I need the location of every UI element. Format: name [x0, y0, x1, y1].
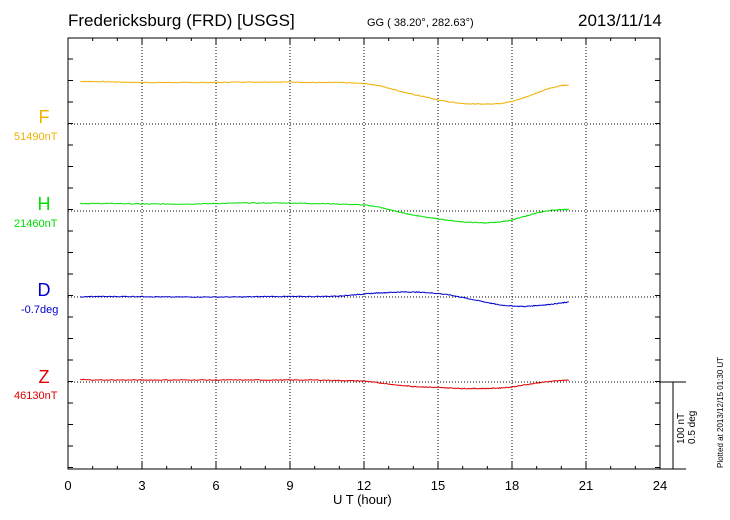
component-f-baseline: 51490nT: [14, 131, 58, 143]
x-tick-label: 6: [212, 478, 220, 493]
station-title: Fredericksburg (FRD) [USGS]: [68, 11, 295, 30]
scale-nt-text: 100 nT: [676, 412, 687, 444]
scale-deg-text: 0.5 deg: [687, 410, 698, 444]
series-line-z: [80, 378, 570, 390]
component-z-baseline: 46130nT: [14, 390, 58, 402]
component-d-baseline: -0.7deg: [21, 304, 59, 316]
x-tick-label: 9: [286, 478, 294, 493]
plotted-timestamp: Plotted at 2013/12/15 01:30 UT: [716, 356, 725, 468]
series-line-f: [80, 80, 570, 105]
x-tick-label: 15: [430, 478, 446, 493]
geographic-coordinates: GG ( 38.20°, 282.63°): [367, 17, 474, 29]
x-axis-label: U T (hour): [333, 492, 392, 507]
x-tick-label: 21: [578, 478, 594, 493]
component-f-label: F: [38, 107, 50, 127]
component-z-label: Z: [38, 367, 50, 387]
series-line-d: [80, 290, 569, 308]
component-h-baseline: 21460nT: [14, 218, 58, 230]
series-line-h: [80, 202, 570, 224]
x-tick-label: 3: [138, 478, 146, 493]
x-tick-label: 24: [652, 478, 668, 493]
component-h-label: H: [37, 194, 51, 214]
component-d-label: D: [37, 280, 51, 300]
scale-bar-label: 100 nT 0.5 deg: [676, 411, 698, 444]
x-tick-label: 0: [64, 478, 72, 493]
observation-date: 2013/11/14: [578, 11, 662, 30]
x-tick-label: 18: [504, 478, 520, 493]
x-tick-label: 12: [356, 478, 372, 493]
